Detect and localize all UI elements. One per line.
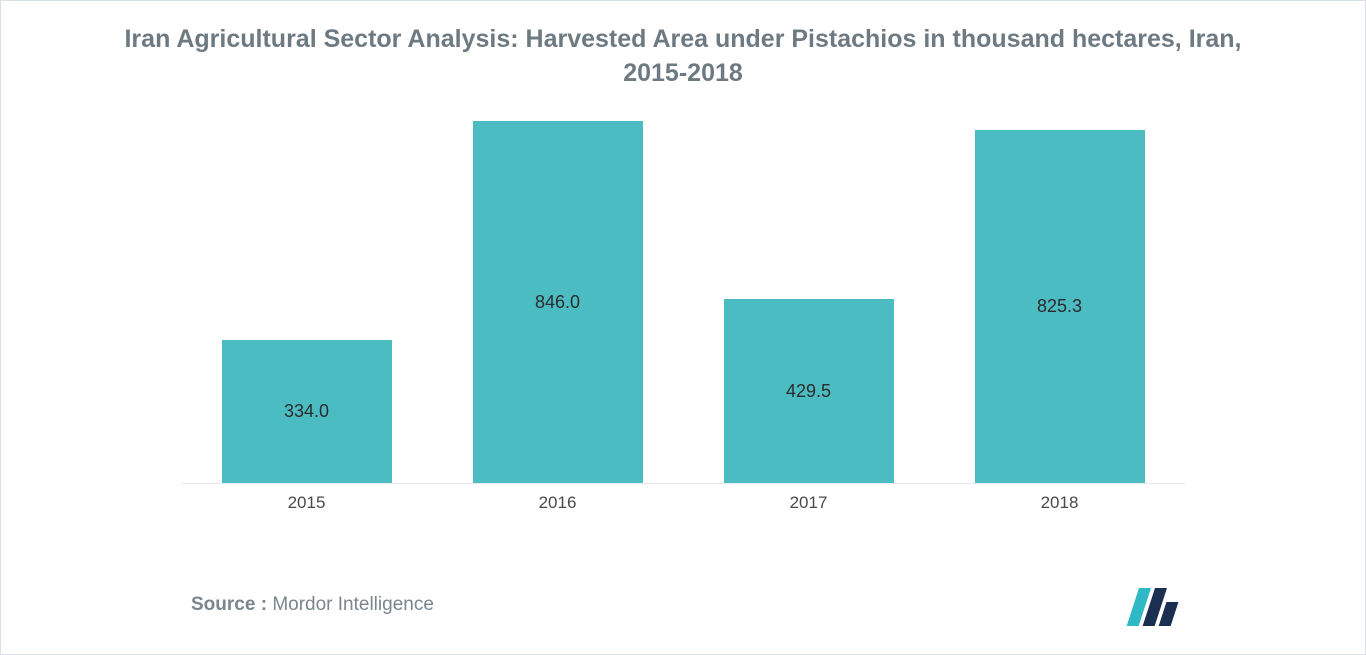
bar-value-label: 429.5 xyxy=(786,381,831,402)
chart-frame: Iran Agricultural Sector Analysis: Harve… xyxy=(0,0,1366,655)
bar-value-label: 334.0 xyxy=(284,401,329,422)
category-label: 2016 xyxy=(432,493,683,513)
source-text: Mordor Intelligence xyxy=(272,594,434,615)
bar-wrap-2016: 846.0 2016 xyxy=(432,121,683,483)
bar-value-label: 846.0 xyxy=(535,292,580,313)
brand-logo-icon xyxy=(1125,588,1185,626)
bar-value-label: 825.3 xyxy=(1037,296,1082,317)
bar-2015: 334.0 xyxy=(222,340,392,483)
source-label: Source : xyxy=(191,594,267,615)
source-attribution: Source : Mordor Intelligence xyxy=(191,594,434,616)
plot-area: 334.0 2015 846.0 2016 429.5 2017 825.3 xyxy=(181,121,1185,484)
chart-title: Iran Agricultural Sector Analysis: Harve… xyxy=(121,23,1245,91)
bar-wrap-2017: 429.5 2017 xyxy=(683,121,934,483)
bar-wrap-2015: 334.0 2015 xyxy=(181,121,432,483)
category-label: 2015 xyxy=(181,493,432,513)
bars-container: 334.0 2015 846.0 2016 429.5 2017 825.3 xyxy=(181,121,1185,483)
category-label: 2017 xyxy=(683,493,934,513)
bar-2016: 846.0 xyxy=(473,121,643,483)
bar-2018: 825.3 xyxy=(975,130,1145,483)
category-label: 2018 xyxy=(934,493,1185,513)
bar-wrap-2018: 825.3 2018 xyxy=(934,121,1185,483)
bar-2017: 429.5 xyxy=(724,299,894,483)
